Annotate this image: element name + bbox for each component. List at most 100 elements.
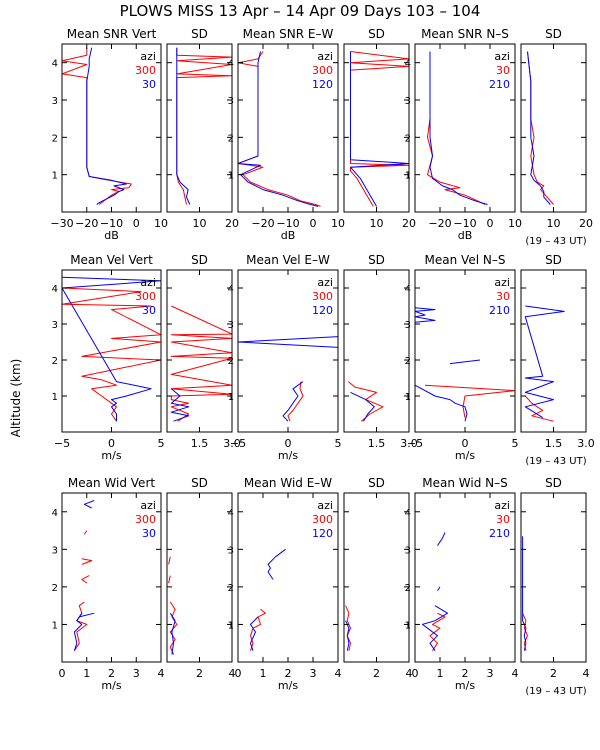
series-group (427, 51, 488, 205)
series-line-blue-2 (267, 548, 286, 580)
x-tick-label: −5 (230, 437, 246, 450)
legend-entry-red: 300 (312, 290, 333, 303)
x-tick-label: 10 (331, 217, 345, 230)
y-axis-label: Altitude (km) (9, 359, 23, 438)
series-line-blue-3 (415, 307, 436, 323)
y-tick-label: 4 (228, 508, 234, 519)
series-group (62, 47, 132, 205)
y-tick-label: 4 (228, 59, 234, 70)
series-group (250, 548, 286, 651)
series-line-red-3 (83, 530, 88, 535)
series-group (527, 51, 554, 205)
x-axis-label: m/s (278, 679, 298, 692)
series-line-red-0 (527, 51, 554, 205)
x-tick-label: 20 (579, 217, 593, 230)
x-tick-label: −20 (428, 217, 451, 230)
y-tick-label: 3 (405, 96, 411, 107)
y-tick-label: 3 (228, 320, 234, 331)
x-tick-label: 3 (133, 667, 140, 680)
series-line-red-0 (250, 609, 266, 651)
y-tick-label: 3 (228, 545, 234, 556)
series-line-red-0 (524, 395, 554, 422)
legend-entry-blue: 120 (312, 304, 333, 317)
series-group (238, 51, 321, 207)
x-tick-label: 1 (83, 667, 90, 680)
panel-snr-ew-sd: 10 20 SD (343, 27, 416, 230)
x-tick-label: 3 (487, 667, 494, 680)
series-line-blue-1 (524, 305, 565, 419)
y-tick-label: 4 (52, 508, 58, 519)
series-line-blue-1 (350, 51, 409, 207)
series-line-blue-1 (282, 381, 304, 422)
series-line-red-0 (424, 384, 515, 418)
y-tick-label: 3 (228, 96, 234, 107)
series-line-blue-1 (170, 388, 190, 422)
panel-title: SD (545, 253, 562, 267)
y-tick-label: 2 (52, 133, 58, 144)
x-tick-label: 1 (260, 667, 267, 680)
panel-vel-ns-sd: 1.5 3.0 SD (520, 253, 595, 450)
panel-title: SD (545, 476, 562, 490)
series-line-blue-1 (86, 47, 127, 205)
x-tick-label: −20 (251, 217, 274, 230)
y-tick-label: 2 (52, 583, 58, 594)
series-line-red-0 (350, 51, 409, 207)
panel-title: Mean SNR Vert (67, 27, 157, 41)
panel-snr-vert-sd: 10 20 SD (166, 27, 239, 230)
panel-title: SD (191, 476, 208, 490)
legend-entry-blue: 210 (489, 527, 510, 540)
series-line-red-0 (522, 612, 528, 651)
x-axis-label: m/s (101, 449, 121, 462)
series-line-red-0 (176, 47, 232, 205)
legend-entry-blue: 120 (312, 78, 333, 91)
x-tick-label: 3 (310, 667, 317, 680)
x-tick-label: 0 (133, 217, 140, 230)
y-tick-label: 2 (405, 356, 411, 367)
x-tick-label: 20 (402, 217, 416, 230)
y-tick-label: 4 (405, 508, 411, 519)
legend-title: azi (494, 499, 510, 512)
panel-title: Mean SNR E–W (243, 27, 334, 41)
legend-entry-red: 30 (496, 513, 510, 526)
x-tick-label: 1.5 (368, 437, 386, 450)
legend-title: azi (140, 276, 156, 289)
x-tick-label: −10 (100, 217, 123, 230)
legend-entry-blue: 120 (312, 527, 333, 540)
legend-title: azi (317, 276, 333, 289)
y-tick-label: 1 (228, 620, 234, 631)
panel-title: Mean Wid Vert (68, 476, 155, 490)
series-group (524, 305, 565, 422)
series-group (176, 47, 232, 205)
axes-frame (520, 269, 587, 433)
series-group (73, 500, 95, 651)
series-line-blue-1 (176, 47, 191, 205)
y-tick-label: 4 (228, 284, 234, 295)
series-line-blue-1 (350, 391, 375, 422)
panel-title: Mean Vel N–S (425, 253, 506, 267)
series-line-blue-1 (238, 51, 319, 207)
ut-range-label: (19 – 43 UT) (525, 236, 586, 247)
series-group (522, 536, 528, 651)
legend-entry-blue: 30 (142, 527, 156, 540)
series-line-blue-1 (429, 51, 488, 205)
panel-title: SD (368, 253, 385, 267)
legend-entry-red: 300 (135, 513, 156, 526)
y-tick-label: 1 (405, 171, 411, 182)
x-axis-label: dB (281, 229, 296, 242)
x-tick-label: −5 (54, 437, 70, 450)
x-tick-label: 0 (412, 667, 419, 680)
x-tick-label: 2 (108, 667, 115, 680)
y-tick-label: 1 (52, 620, 58, 631)
legend-entry-red: 300 (135, 64, 156, 77)
series-line-red-0 (170, 305, 232, 422)
x-axis-label: dB (104, 229, 119, 242)
panel-vel-vert-sd: 1.5 3.0 SD (166, 253, 241, 450)
x-tick-label: 4 (335, 667, 342, 680)
x-tick-label: 0 (108, 437, 115, 450)
x-tick-label: 2 (285, 667, 292, 680)
